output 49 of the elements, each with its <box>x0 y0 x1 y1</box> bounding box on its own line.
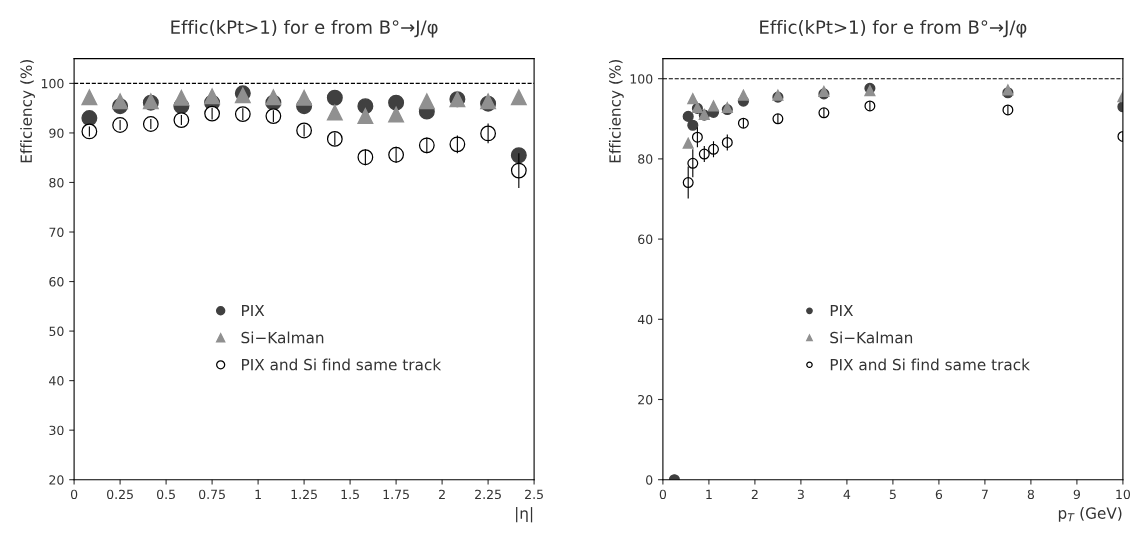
x-tick-label: 5 <box>889 489 896 500</box>
x-tick-label: 1 <box>255 489 261 499</box>
x-tick-label: 2 <box>439 489 445 499</box>
legend-label: PIX and Si find same track <box>242 358 442 371</box>
x-tick-label: 2.5 <box>525 489 543 500</box>
x-tick-label: 1.25 <box>291 489 317 500</box>
y-tick-label: 20 <box>49 475 64 485</box>
x-tick-label: 1.5 <box>341 489 359 500</box>
x-axis-title: p$_{T}$ (GeV) <box>1058 507 1122 522</box>
x-tick-label: 6 <box>935 489 943 500</box>
y-tick-label: 90 <box>49 128 64 138</box>
legend-label: PIX <box>242 304 265 317</box>
y-tick-label: 20 <box>638 394 653 405</box>
legend-label: PIX and Si find same track <box>830 358 1030 371</box>
legend-label: Si−Kalman <box>830 331 913 344</box>
x-tick-label: 1 <box>706 489 712 499</box>
x-tick-label: 1.75 <box>383 489 409 500</box>
x-tick-label: 0.75 <box>199 489 225 500</box>
x-axis-title: |η| <box>516 507 533 523</box>
x-tick-label: 7 <box>981 489 988 499</box>
x-tick-label: 10 <box>1116 489 1131 500</box>
y-tick-label: 60 <box>49 277 64 287</box>
y-tick-label: 40 <box>637 314 653 325</box>
y-tick-label: 30 <box>49 425 64 436</box>
y-tick-label: 60 <box>638 234 653 245</box>
x-tick-label: 3 <box>797 489 804 500</box>
x-tick-label: 4 <box>843 489 851 499</box>
x-tick-label: 2 <box>751 489 758 499</box>
chart-title: Effic(kPt>1) for e from B°→J/φ <box>171 19 438 38</box>
x-tick-label: 9 <box>1073 489 1080 500</box>
y-tick-label: 80 <box>638 154 653 164</box>
y-tick-label: 70 <box>49 227 64 237</box>
y-tick-label: 100 <box>41 78 64 89</box>
y-axis-title: Efficiency (%) <box>608 59 624 163</box>
y-tick-label: 40 <box>49 376 64 386</box>
x-tick-label: 0.5 <box>156 489 175 500</box>
legend-label: PIX <box>830 304 854 317</box>
y-axis-title: Efficiency (%) <box>20 59 35 163</box>
y-tick-label: 100 <box>630 74 653 84</box>
legend-label: Si−Kalman <box>241 331 324 344</box>
y-tick-label: 80 <box>49 177 64 188</box>
x-tick-label: 0.25 <box>107 489 133 500</box>
x-tick-label: 8 <box>1027 489 1035 500</box>
y-tick-label: 0 <box>646 475 653 485</box>
x-tick-label: 2.25 <box>475 489 501 500</box>
y-tick-label: 50 <box>49 326 64 337</box>
x-tick-label: 0 <box>659 489 667 500</box>
chart-title: Effic(kPt>1) for e from B°→J/φ <box>760 19 1027 38</box>
x-tick-label: 0 <box>70 489 78 500</box>
